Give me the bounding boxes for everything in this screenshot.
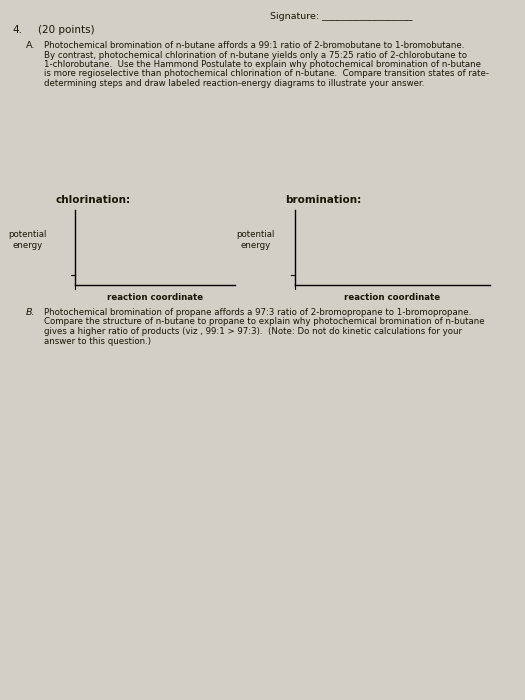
Text: Photochemical bromination of propane affords a 97:3 ratio of 2-bromopropane to 1: Photochemical bromination of propane aff… [44,308,471,317]
Text: determining steps and draw labeled reaction-energy diagrams to illustrate your a: determining steps and draw labeled react… [44,79,424,88]
Text: reaction coordinate: reaction coordinate [344,293,440,302]
Text: B.: B. [26,308,36,317]
Text: potential
energy: potential energy [236,230,275,250]
Text: (20 points): (20 points) [38,25,94,35]
Text: 4.: 4. [12,25,22,35]
Text: chlorination:: chlorination: [55,195,130,205]
Text: bromination:: bromination: [285,195,361,205]
Text: By contrast, photochemical chlorination of n-butane yields only a 75:25 ratio of: By contrast, photochemical chlorination … [44,50,467,60]
Text: 1-chlorobutane.  Use the Hammond Postulate to explain why photochemical brominat: 1-chlorobutane. Use the Hammond Postulat… [44,60,481,69]
Text: answer to this question.): answer to this question.) [44,337,151,346]
Text: potential
energy: potential energy [8,230,46,250]
Text: A.: A. [26,41,35,50]
Text: Photochemical bromination of n-butane affords a 99:1 ratio of 2-bromobutane to 1: Photochemical bromination of n-butane af… [44,41,465,50]
Text: gives a higher ratio of products (viz , 99:1 > 97:3).  (Note: Do not do kinetic : gives a higher ratio of products (viz , … [44,327,462,336]
Text: Signature: ___________________: Signature: ___________________ [270,12,412,21]
Text: reaction coordinate: reaction coordinate [107,293,203,302]
Text: Compare the structure of n-butane to propane to explain why photochemical bromin: Compare the structure of n-butane to pro… [44,318,485,326]
Text: is more regioselective than photochemical chlorination of n-butane.  Compare tra: is more regioselective than photochemica… [44,69,489,78]
